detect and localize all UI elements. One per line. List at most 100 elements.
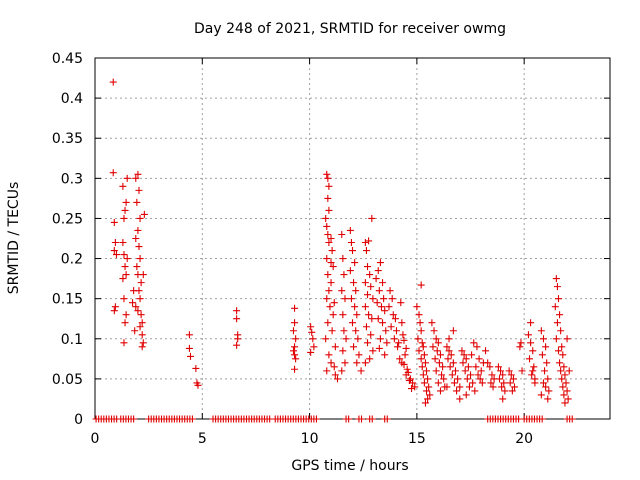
data-point [292,335,300,343]
data-point [432,335,440,343]
data-point [131,327,139,335]
data-point [361,279,369,287]
data-point [500,379,508,387]
plot-frame [94,57,611,420]
data-point [563,387,571,395]
data-point [568,415,576,423]
data-point [322,214,330,222]
data-point [120,295,128,303]
data-point [417,281,425,289]
data-point [453,387,461,395]
data-point [372,275,380,283]
data-point [478,379,486,387]
data-point [379,319,387,327]
data-point [464,363,472,371]
marks-layer [92,78,576,423]
data-point [129,299,137,307]
data-point [454,375,462,383]
data-point [436,387,444,395]
data-point [383,339,391,347]
data-point [130,287,138,295]
data-point [516,343,524,351]
data-point [121,206,129,214]
x-tick-label: 10 [301,431,319,447]
data-point [430,327,438,335]
data-point [456,383,464,391]
y-tick-label: 0.45 [52,51,83,67]
data-point [339,255,347,263]
data-point [346,226,354,234]
data-point [366,355,374,363]
data-point [541,367,549,375]
data-point [538,415,546,423]
data-point [431,355,439,363]
data-point [338,287,346,295]
data-point [136,295,144,303]
data-point [185,331,193,339]
data-point [543,359,551,367]
data-point [489,383,497,391]
data-point [341,359,349,367]
data-point [135,186,143,194]
data-point [111,239,119,247]
data-point [443,343,451,351]
data-point [416,319,424,327]
data-point [325,287,333,295]
data-point [138,343,146,351]
data-point [345,415,353,423]
data-point [509,375,517,383]
data-point [463,375,471,383]
data-point [417,355,425,363]
data-point [452,367,459,375]
data-point [291,351,299,359]
data-point [324,319,332,327]
data-point [310,343,318,351]
data-point [415,311,423,319]
data-point [233,307,241,315]
data-point [429,343,437,351]
data-point [469,379,477,387]
data-point [505,367,513,375]
data-point [462,355,470,363]
data-point [374,315,382,323]
data-point [544,395,552,403]
data-point [138,331,146,339]
data-point [484,359,492,367]
data-point [421,399,429,407]
data-point [495,375,503,383]
data-point [401,351,409,359]
data-point [365,311,373,319]
data-point [132,235,140,242]
data-point [559,351,567,359]
data-point [443,383,451,391]
data-point [434,379,442,387]
data-point [123,174,131,182]
data-point [423,367,431,375]
data-point [528,371,536,379]
data-point [119,182,127,190]
data-point [402,371,410,379]
data-point [420,351,428,359]
data-point [122,311,130,319]
data-point [555,347,562,355]
data-point [369,295,377,303]
data-point [132,303,140,311]
data-point [386,287,394,295]
data-point [312,415,320,423]
data-point [539,379,547,387]
data-point [119,239,127,247]
data-point [537,327,545,335]
data-point [397,299,405,307]
tick-layer: 0 0.05 0.1 0.15 0.2 0.25 0.3 0.35 0.4 0.45 0 5 10 15 2… [52,51,610,447]
data-point [419,371,427,379]
data-point [375,344,383,352]
data-point [531,379,539,387]
chart-title: Day 248 of 2021, SRMTID for receiver owm… [194,21,506,37]
data-point [324,174,332,182]
data-point [418,363,426,371]
data-point [134,226,142,234]
data-point [136,214,144,222]
x-tick-label: 15 [408,431,426,447]
data-point [351,303,359,311]
data-point [475,355,483,363]
